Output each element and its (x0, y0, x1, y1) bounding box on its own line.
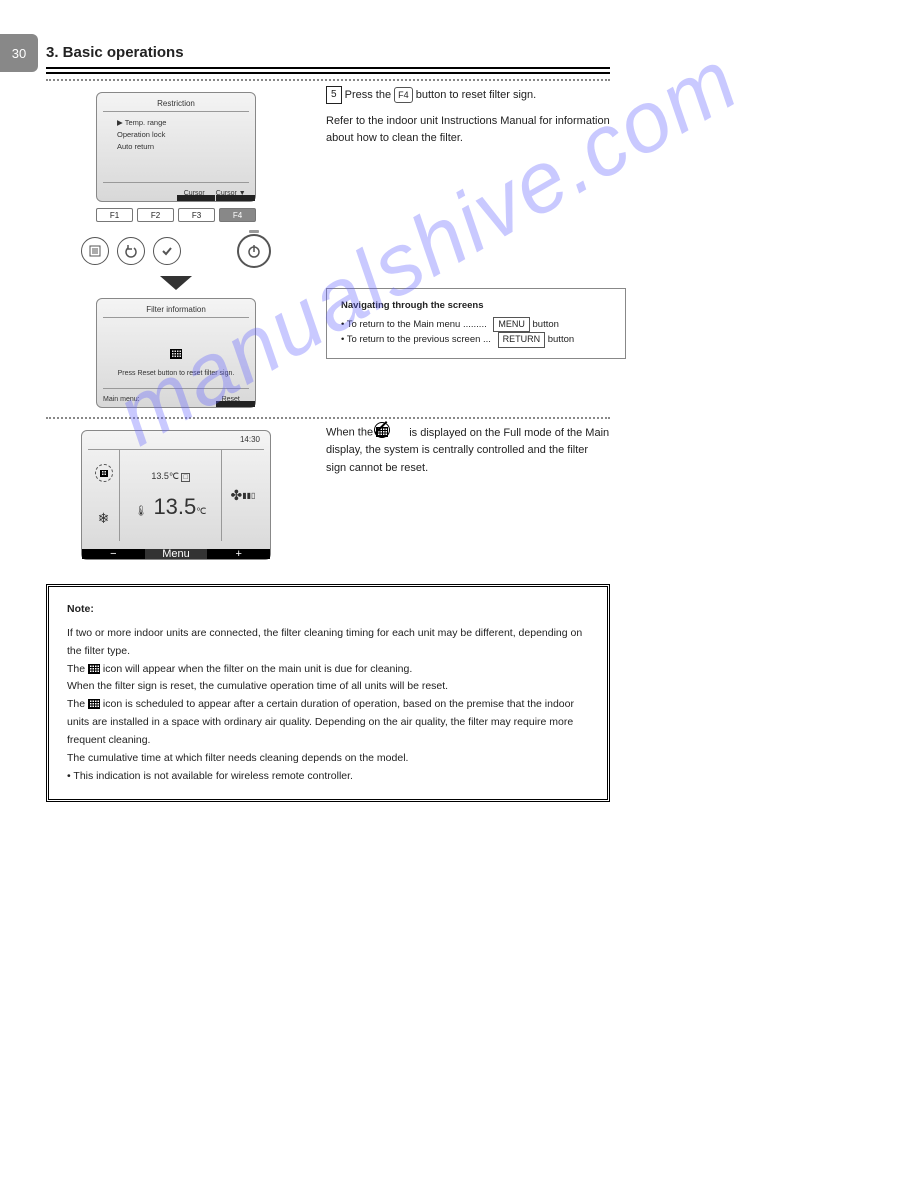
check-icon (160, 244, 174, 258)
filter-icon (88, 664, 100, 674)
menu-icon (89, 245, 101, 257)
controller-screen-filter-info: Filter information Press Reset button to… (96, 298, 256, 408)
function-keys: F1 F2 F3 F4 (96, 208, 256, 222)
power-button[interactable] (237, 234, 271, 268)
note-title: Note: (67, 601, 589, 619)
f2-key[interactable]: F2 (137, 208, 174, 222)
select-button[interactable] (153, 237, 181, 265)
menu-button[interactable] (81, 237, 109, 265)
filter-icon (170, 349, 182, 359)
thermometer-icon (135, 494, 148, 520)
set-temp: 13.5℃ □ (151, 471, 189, 482)
power-icon (246, 243, 262, 259)
filter-locked-icon (376, 424, 388, 442)
step-instruction: 5 Press the F4 button to reset filter si… (326, 86, 626, 148)
navigation-note: Navigating through the screens • To retu… (326, 288, 626, 359)
page-number-tab: 30 (0, 34, 38, 72)
filter-status-icon (95, 464, 113, 482)
note-line: When the filter sign is reset, the cumul… (67, 678, 589, 696)
menu-button-label: MENU (493, 317, 530, 333)
clock: 14:30 (240, 435, 260, 444)
f1-key[interactable]: F1 (96, 208, 133, 222)
screen-hint: Press Reset button to reset filter sign. (97, 370, 255, 377)
screen-menu-items: ▶ Temp. range Operation lock Auto return (107, 117, 245, 153)
page-content: 3. Basic operations Restriction ▶ Temp. … (46, 44, 610, 802)
menu-item: Auto return (107, 141, 245, 153)
fan-icon: ✤ (231, 487, 243, 504)
screen-title: Filter information (97, 305, 255, 314)
return-button[interactable] (117, 237, 145, 265)
cool-mode-icon: ❄ (98, 510, 110, 527)
screen-title: Restriction (97, 99, 255, 108)
minus-button[interactable]: − (82, 549, 145, 559)
note-box: Note: If two or more indoor units are co… (46, 584, 610, 802)
f4-label: F4 (394, 87, 413, 103)
note-line: • This indication is not available for w… (67, 768, 589, 786)
dotted-rule (46, 79, 610, 81)
return-icon (124, 244, 138, 258)
menu-item: Operation lock (107, 129, 245, 141)
filter-icon (88, 699, 100, 709)
note-line: If two or more indoor units are connecte… (67, 625, 589, 661)
f4-key[interactable]: F4 (219, 208, 256, 222)
note-line: The icon is scheduled to appear after a … (67, 696, 589, 750)
current-temp: 13.5℃ (135, 494, 207, 520)
note-heading: Navigating through the screens (341, 299, 611, 313)
note-line: The cumulative time at which filter need… (67, 750, 589, 768)
menu-button-label[interactable]: Menu (145, 549, 208, 559)
controller-buttons (81, 234, 271, 268)
f3-key[interactable]: F3 (178, 208, 215, 222)
return-button-label: RETURN (498, 332, 546, 348)
arrow-down-icon (160, 276, 192, 290)
step-number: 5 (326, 86, 342, 104)
menu-item: ▶ Temp. range (107, 117, 245, 129)
dotted-rule (46, 417, 610, 419)
plus-button[interactable]: + (207, 549, 270, 559)
controller-screen-restriction: Restriction ▶ Temp. range Operation lock… (96, 92, 256, 202)
section-title: 3. Basic operations (46, 44, 610, 61)
controller-main-display: 14:30 ❄ 13.5℃ □ 13.5℃ ✤▮▮▯ (81, 430, 271, 560)
power-led (249, 230, 259, 233)
rule (46, 72, 610, 74)
note-line: The icon will appear when the filter on … (67, 661, 589, 679)
display-description: When the is displayed on the Full mode o… (306, 424, 610, 564)
